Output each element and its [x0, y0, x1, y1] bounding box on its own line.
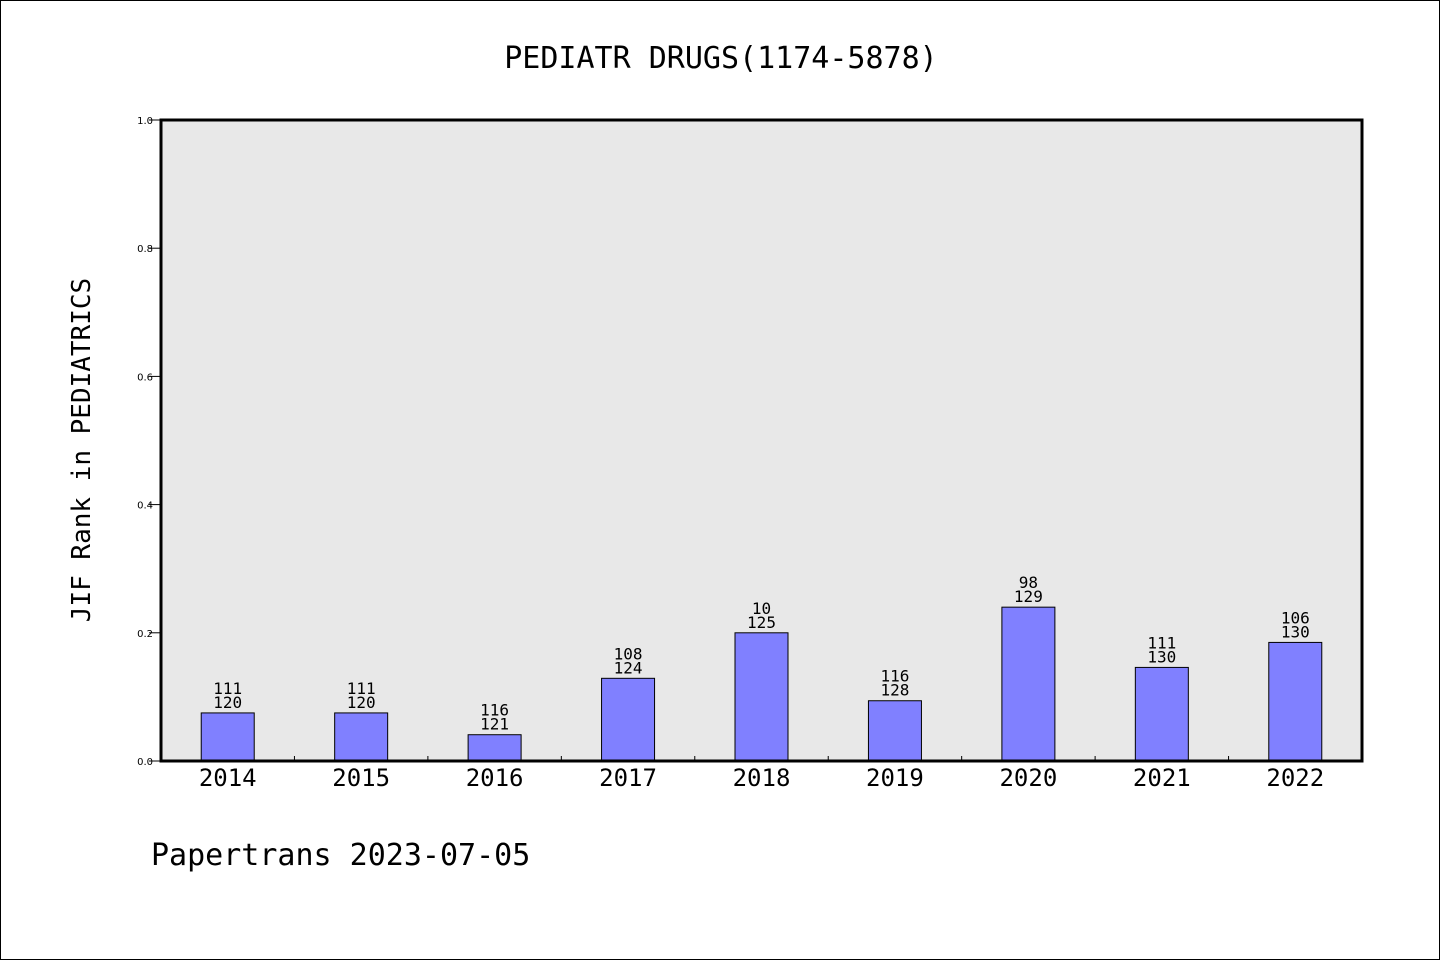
- bar-2019: [867, 700, 922, 762]
- bar-2014: [200, 712, 255, 762]
- bar-rank-label: 106: [1281, 608, 1310, 627]
- x-tick-label: 2014: [199, 764, 257, 792]
- bar-total-label: 129: [1014, 587, 1043, 606]
- bar-total-label: 128: [880, 681, 909, 700]
- x-tick-label: 2022: [1266, 764, 1324, 792]
- footer-credit: Papertrans 2023-07-05: [151, 838, 530, 873]
- bar-total-label: 124: [614, 658, 643, 677]
- x-tick-label: 2016: [466, 764, 524, 792]
- y-tick-label: 0.0: [137, 757, 153, 768]
- bar-rank-label: 111: [347, 679, 376, 698]
- y-tick-label: 1.0: [137, 116, 153, 127]
- x-tick-label: 2018: [733, 764, 791, 792]
- bar-2017: [601, 677, 656, 762]
- plot-border: [159, 118, 1364, 763]
- x-tick-label: 2017: [599, 764, 657, 792]
- bar-total-label: 130: [1281, 622, 1310, 641]
- y-tick-label: 0.8: [137, 244, 153, 255]
- bar-2016: [467, 734, 522, 762]
- bar-total-label: 121: [480, 715, 509, 734]
- bar-rank-label: 108: [614, 644, 643, 663]
- axis-ticks: 0.0 0.2 0.4 0.6 0.8 1.0: [137, 116, 1230, 768]
- bar-total-label: 130: [1147, 647, 1176, 666]
- x-tick-label: 2015: [332, 764, 390, 792]
- bar-rank-label: 10: [752, 599, 771, 618]
- bar-rank-label: 111: [1147, 633, 1176, 652]
- y-tick-label: 0.6: [137, 372, 153, 383]
- bar-rank-label: 116: [480, 701, 509, 720]
- bar-total-label: 120: [347, 693, 376, 712]
- bar-rank-label: 98: [1019, 573, 1038, 592]
- bars: [200, 606, 1323, 762]
- bar-total-label: 125: [747, 613, 776, 632]
- x-tick-label: 2021: [1133, 764, 1191, 792]
- x-tick-label: 2019: [866, 764, 924, 792]
- bar-rank-label: 116: [880, 667, 909, 686]
- bar-2022: [1268, 641, 1323, 762]
- bar-2021: [1134, 666, 1189, 762]
- x-tick-label: 2020: [999, 764, 1057, 792]
- bar-2018: [734, 632, 789, 762]
- bar-2020: [1001, 606, 1056, 762]
- bar-2015: [334, 712, 389, 762]
- data-labels: 1111202014111120201511612120161081242017…: [199, 573, 1324, 792]
- bar-total-label: 120: [213, 693, 242, 712]
- chart-title: PEDIATR DRUGS(1174-5878): [504, 41, 937, 76]
- bar-rank-label: 111: [213, 679, 242, 698]
- y-axis-label: JIF Rank in PEDIATRICS: [67, 278, 97, 622]
- y-tick-label: 0.4: [137, 501, 153, 512]
- y-tick-label: 0.2: [137, 629, 153, 640]
